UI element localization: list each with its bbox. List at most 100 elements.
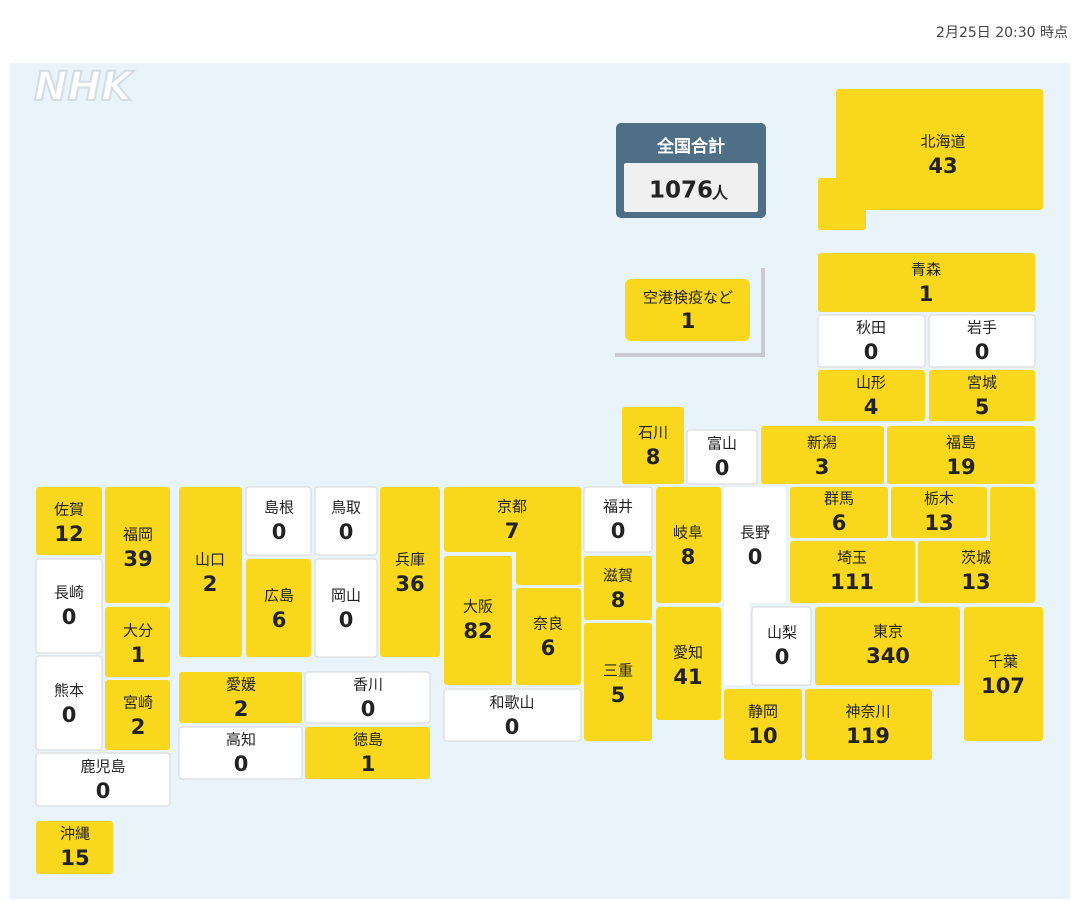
prefecture-tile <box>724 689 802 760</box>
prefecture-name: 三重 <box>603 662 633 680</box>
prefecture-name: 富山 <box>707 435 737 453</box>
prefecture-name: 兵庫 <box>395 551 425 569</box>
prefecture-tile <box>790 541 915 603</box>
prefecture-name: 長崎 <box>54 584 84 602</box>
prefecture-name: 長野 <box>740 524 770 542</box>
prefecture-count: 6 <box>832 511 847 535</box>
prefecture-count: 13 <box>961 570 990 594</box>
prefecture-count: 13 <box>924 511 953 535</box>
prefecture-tile <box>105 607 170 677</box>
airport-value: 1 <box>681 309 696 333</box>
prefecture-name: 愛媛 <box>226 676 256 694</box>
prefecture-tile <box>724 487 750 685</box>
prefecture-count: 0 <box>505 715 520 739</box>
prefecture-tile <box>817 314 926 368</box>
prefecture-count: 39 <box>123 547 152 571</box>
prefecture-name: 栃木 <box>924 490 954 508</box>
prefecture-tile <box>836 89 1043 210</box>
prefecture-count: 340 <box>866 644 910 668</box>
prefecture-tile <box>584 556 652 620</box>
prefecture-tile <box>964 607 1043 741</box>
prefecture-name: 岡山 <box>331 587 361 605</box>
prefecture-name: 徳島 <box>353 731 383 749</box>
prefecture-count: 0 <box>361 697 376 721</box>
prefecture-name: 島根 <box>264 499 294 517</box>
prefecture-count: 19 <box>946 455 975 479</box>
prefecture-count: 82 <box>463 619 492 643</box>
prefecture-tile <box>179 672 302 723</box>
prefecture-count: 111 <box>830 570 874 594</box>
logo: NHK <box>34 64 135 110</box>
prefecture-tile <box>35 752 171 807</box>
prefecture-count: 0 <box>339 608 354 632</box>
prefecture-name: 鳥取 <box>331 499 361 517</box>
prefecture-tile <box>36 487 102 555</box>
prefecture-name: 高知 <box>226 731 256 749</box>
prefecture-count: 5 <box>611 683 626 707</box>
prefecture-tile <box>686 429 758 485</box>
prefecture-name: 宮崎 <box>123 694 153 712</box>
prefecture-count: 0 <box>748 545 763 569</box>
prefecture-count: 8 <box>646 445 661 469</box>
prefecture-count: 8 <box>611 588 626 612</box>
prefecture-tile <box>36 821 113 874</box>
prefecture-tile <box>891 487 987 538</box>
prefecture-name: 岐阜 <box>673 524 703 542</box>
prefecture-count: 0 <box>864 340 879 364</box>
total-label: 全国合計 <box>656 136 725 157</box>
prefecture-tile <box>178 726 303 780</box>
prefecture-tile <box>761 426 884 484</box>
prefecture-tile <box>105 680 170 750</box>
prefecture-name: 埼玉 <box>837 549 867 567</box>
prefecture-tile <box>314 486 378 556</box>
prefecture-tile <box>656 487 721 603</box>
prefecture-count: 41 <box>673 665 702 689</box>
total-value: 1076 <box>649 178 713 204</box>
prefecture-tile <box>929 370 1035 421</box>
prefecture-tile <box>751 606 812 686</box>
prefecture-name: 香川 <box>353 676 383 694</box>
prefecture-tile <box>622 407 684 484</box>
prefecture-name: 千葉 <box>988 653 1018 671</box>
prefecture-count: 36 <box>395 572 424 596</box>
prefecture-tile <box>246 559 311 657</box>
prefecture-count: 0 <box>62 703 77 727</box>
prefecture-tile <box>443 688 582 742</box>
prefecture-count: 119 <box>846 724 890 748</box>
timestamp: 2月25日 20:30 時点 <box>936 25 1068 41</box>
prefecture-count: 8 <box>681 545 696 569</box>
prefecture-count: 4 <box>864 395 879 419</box>
prefecture-tile <box>583 486 653 553</box>
prefecture-name: 京都 <box>497 498 527 516</box>
prefecture-count: 0 <box>775 645 790 669</box>
prefecture-name: 宮城 <box>967 374 997 392</box>
prefecture-tile <box>818 178 866 230</box>
prefecture-tile <box>815 607 960 685</box>
prefecture-name: 鹿児島 <box>80 758 125 776</box>
prefecture-count: 15 <box>60 846 89 870</box>
prefecture-count: 0 <box>975 340 990 364</box>
prefecture-name: 山口 <box>195 551 225 569</box>
prefecture-name: 石川 <box>638 424 668 442</box>
prefecture-tile <box>818 370 925 421</box>
prefecture-tile <box>790 487 888 538</box>
airport-tile <box>625 279 750 341</box>
prefecture-count: 5 <box>975 395 990 419</box>
prefecture-tile <box>304 671 431 724</box>
total-inner <box>624 163 758 212</box>
total-unit: 人 <box>712 184 729 203</box>
prefecture-name: 新潟 <box>807 434 837 452</box>
prefecture-count: 2 <box>234 697 249 721</box>
prefecture-name: 沖縄 <box>60 825 90 843</box>
prefecture-count: 1 <box>131 643 146 667</box>
prefecture-name: 茨城 <box>961 549 991 567</box>
prefecture-count: 6 <box>541 636 556 660</box>
divider <box>615 268 765 357</box>
prefecture-count: 0 <box>62 605 77 629</box>
prefecture-tile <box>805 689 932 760</box>
prefecture-tile <box>314 558 378 658</box>
prefecture-count: 107 <box>981 674 1025 698</box>
prefecture-tile <box>656 607 721 720</box>
prefecture-name: 熊本 <box>54 682 84 700</box>
